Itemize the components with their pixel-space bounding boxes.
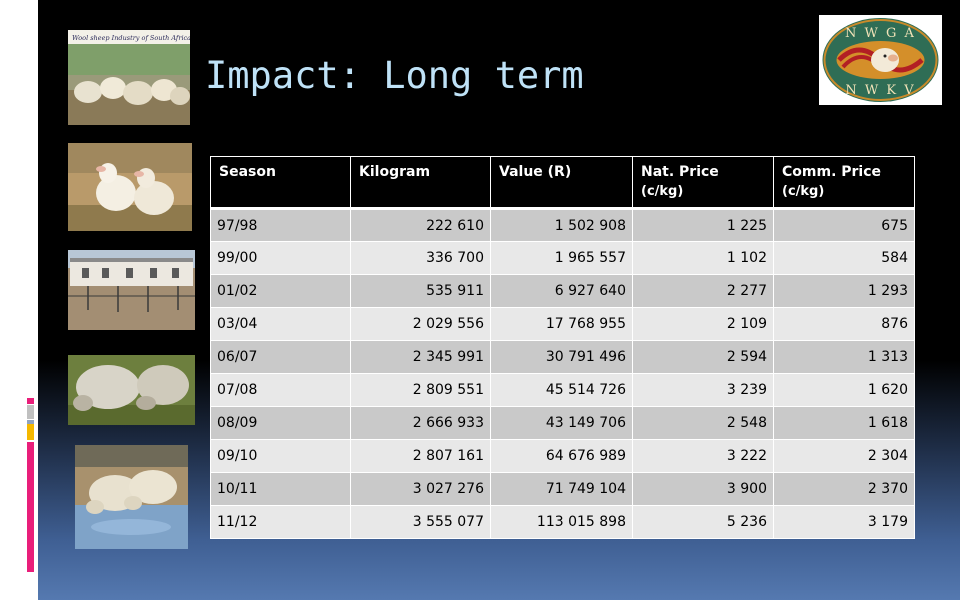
cell-season: 08/09 <box>210 406 351 440</box>
farm-building-photo <box>68 250 195 330</box>
accent-bar <box>27 424 34 440</box>
cell-comm-price: 1 313 <box>773 340 915 374</box>
table-row: 07/08 2 809 551 45 514 726 3 239 1 620 <box>210 373 915 407</box>
cell-season: 03/04 <box>210 307 351 341</box>
accent-bar <box>27 405 34 419</box>
header-comm-price: Comm. Price (c/kg) <box>773 156 915 210</box>
table-row: 08/09 2 666 933 43 149 706 2 548 1 618 <box>210 406 915 440</box>
sheep-drinking-photo <box>75 445 188 549</box>
cell-nat-price: 5 236 <box>632 505 774 539</box>
table-row: 11/12 3 555 077 113 015 898 5 236 3 179 <box>210 505 915 539</box>
cell-comm-price: 2 304 <box>773 439 915 473</box>
table-row: 99/00 336 700 1 965 557 1 102 584 <box>210 241 915 275</box>
table-row: 03/04 2 029 556 17 768 955 2 109 876 <box>210 307 915 341</box>
cell-season: 97/98 <box>210 208 351 242</box>
cell-value: 17 768 955 <box>490 307 633 341</box>
flock-photo: Wool sheep Industry of South Africa <box>68 30 190 125</box>
table-row: 01/02 535 911 6 927 640 2 277 1 293 <box>210 274 915 308</box>
cell-kilogram: 535 911 <box>350 274 491 308</box>
cell-kilogram: 2 807 161 <box>350 439 491 473</box>
cell-season: 01/02 <box>210 274 351 308</box>
nwga-logo: N W G A N W K V <box>819 15 942 105</box>
cell-comm-price: 1 618 <box>773 406 915 440</box>
cell-kilogram: 2 029 556 <box>350 307 491 341</box>
cell-season: 06/07 <box>210 340 351 374</box>
cell-kilogram: 2 345 991 <box>350 340 491 374</box>
table-row: 06/07 2 345 991 30 791 496 2 594 1 313 <box>210 340 915 374</box>
cell-comm-price: 1 620 <box>773 373 915 407</box>
cell-value: 30 791 496 <box>490 340 633 374</box>
cell-kilogram: 2 666 933 <box>350 406 491 440</box>
cell-nat-price: 2 594 <box>632 340 774 374</box>
header-unit: (c/kg) <box>641 184 684 199</box>
wool-production-table: Season Kilogram Value (R) Nat. Price (c/k… <box>210 156 915 539</box>
logo-bottom-text: N W K V <box>845 83 915 98</box>
flock-photo-caption: Wool sheep Industry of South Africa <box>72 34 190 42</box>
grazing-sheep-photo <box>68 355 195 425</box>
cell-kilogram: 3 555 077 <box>350 505 491 539</box>
cell-comm-price: 2 370 <box>773 472 915 506</box>
cell-comm-price: 1 293 <box>773 274 915 308</box>
cell-nat-price: 2 109 <box>632 307 774 341</box>
cell-value: 45 514 726 <box>490 373 633 407</box>
cell-value: 43 149 706 <box>490 406 633 440</box>
accent-bar <box>27 398 34 404</box>
header-label: Value (R) <box>499 164 572 180</box>
header-label: Kilogram <box>359 164 431 180</box>
table-row: 97/98 222 610 1 502 908 1 225 675 <box>210 208 915 242</box>
cell-value: 6 927 640 <box>490 274 633 308</box>
cell-value: 1 965 557 <box>490 241 633 275</box>
cell-kilogram: 222 610 <box>350 208 491 242</box>
cell-value: 1 502 908 <box>490 208 633 242</box>
header-label: Season <box>219 164 276 180</box>
cell-nat-price: 3 222 <box>632 439 774 473</box>
cell-nat-price: 1 102 <box>632 241 774 275</box>
header-unit: (c/kg) <box>782 184 825 199</box>
cell-season: 09/10 <box>210 439 351 473</box>
cell-comm-price: 584 <box>773 241 915 275</box>
cell-season: 99/00 <box>210 241 351 275</box>
table-row: 09/10 2 807 161 64 676 989 3 222 2 304 <box>210 439 915 473</box>
cell-season: 10/11 <box>210 472 351 506</box>
cell-value: 113 015 898 <box>490 505 633 539</box>
lambs-photo <box>68 143 192 231</box>
header-season: Season <box>210 156 351 210</box>
accent-bar <box>27 420 34 424</box>
cell-nat-price: 1 225 <box>632 208 774 242</box>
cell-season: 07/08 <box>210 373 351 407</box>
cell-kilogram: 2 809 551 <box>350 373 491 407</box>
slide-title: Impact: Long term <box>205 54 584 97</box>
cell-kilogram: 3 027 276 <box>350 472 491 506</box>
cell-comm-price: 675 <box>773 208 915 242</box>
cell-value: 64 676 989 <box>490 439 633 473</box>
table-row: 10/11 3 027 276 71 749 104 3 900 2 370 <box>210 472 915 506</box>
header-kilogram: Kilogram <box>350 156 491 210</box>
cell-nat-price: 3 900 <box>632 472 774 506</box>
cell-comm-price: 3 179 <box>773 505 915 539</box>
cell-season: 11/12 <box>210 505 351 539</box>
header-label: Nat. Price <box>641 164 719 180</box>
accent-bar <box>27 442 34 572</box>
table-header-row: Season Kilogram Value (R) Nat. Price (c/k… <box>210 156 915 210</box>
cell-nat-price: 2 548 <box>632 406 774 440</box>
cell-comm-price: 876 <box>773 307 915 341</box>
logo-top-text: N W G A <box>845 26 916 41</box>
cell-kilogram: 336 700 <box>350 241 491 275</box>
header-value: Value (R) <box>490 156 633 210</box>
cell-nat-price: 2 277 <box>632 274 774 308</box>
header-nat-price: Nat. Price (c/kg) <box>632 156 774 210</box>
header-label: Comm. Price <box>782 164 882 180</box>
cell-value: 71 749 104 <box>490 472 633 506</box>
cell-nat-price: 3 239 <box>632 373 774 407</box>
